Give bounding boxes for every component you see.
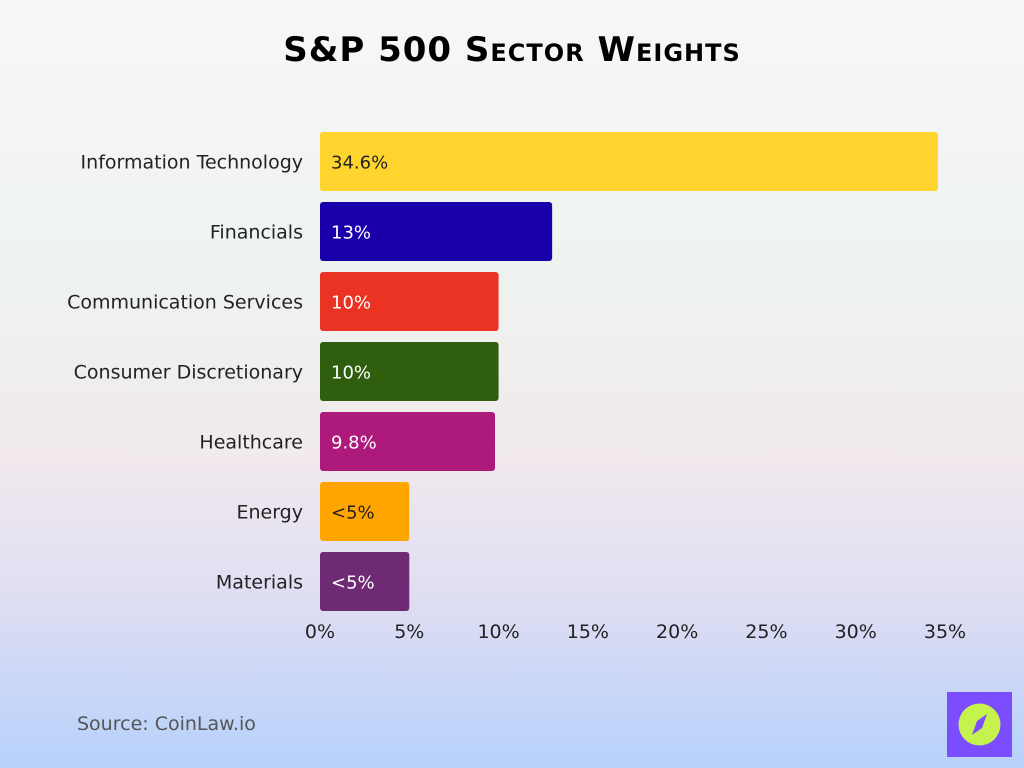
category-label: Energy <box>236 502 303 524</box>
bar <box>320 482 410 541</box>
data-label: 34.6% <box>331 153 388 174</box>
x-tick-label: 20% <box>656 621 698 643</box>
category-label: Consumer Discretionary <box>74 362 303 384</box>
category-label: Information Technology <box>81 152 303 174</box>
bar <box>320 202 553 261</box>
category-label: Healthcare <box>199 432 303 454</box>
logo <box>947 692 1012 757</box>
x-tick-label: 10% <box>477 621 519 643</box>
x-tick-label: 25% <box>745 621 787 643</box>
bar <box>320 132 938 191</box>
category-label: Financials <box>210 222 303 244</box>
bar <box>320 342 499 401</box>
x-tick-label: 35% <box>924 621 966 643</box>
data-label: 10% <box>331 363 371 384</box>
source-text: Source: CoinLaw.io <box>77 713 256 735</box>
data-label: 10% <box>331 293 371 314</box>
data-label: 9.8% <box>331 433 377 454</box>
data-label: 13% <box>331 223 371 244</box>
x-tick-label: 5% <box>394 621 424 643</box>
category-label: Communication Services <box>67 292 303 314</box>
x-tick-label: 15% <box>567 621 609 643</box>
bar <box>320 412 495 471</box>
x-tick-label: 30% <box>835 621 877 643</box>
category-label: Materials <box>216 572 303 594</box>
chart-title: S&P 500 Sector Weights <box>283 30 741 70</box>
x-tick-label: 0% <box>305 621 335 643</box>
bar <box>320 272 499 331</box>
data-label: <5% <box>331 573 375 594</box>
bar <box>320 552 410 611</box>
data-label: <5% <box>331 503 375 524</box>
compass-icon <box>958 703 1001 746</box>
